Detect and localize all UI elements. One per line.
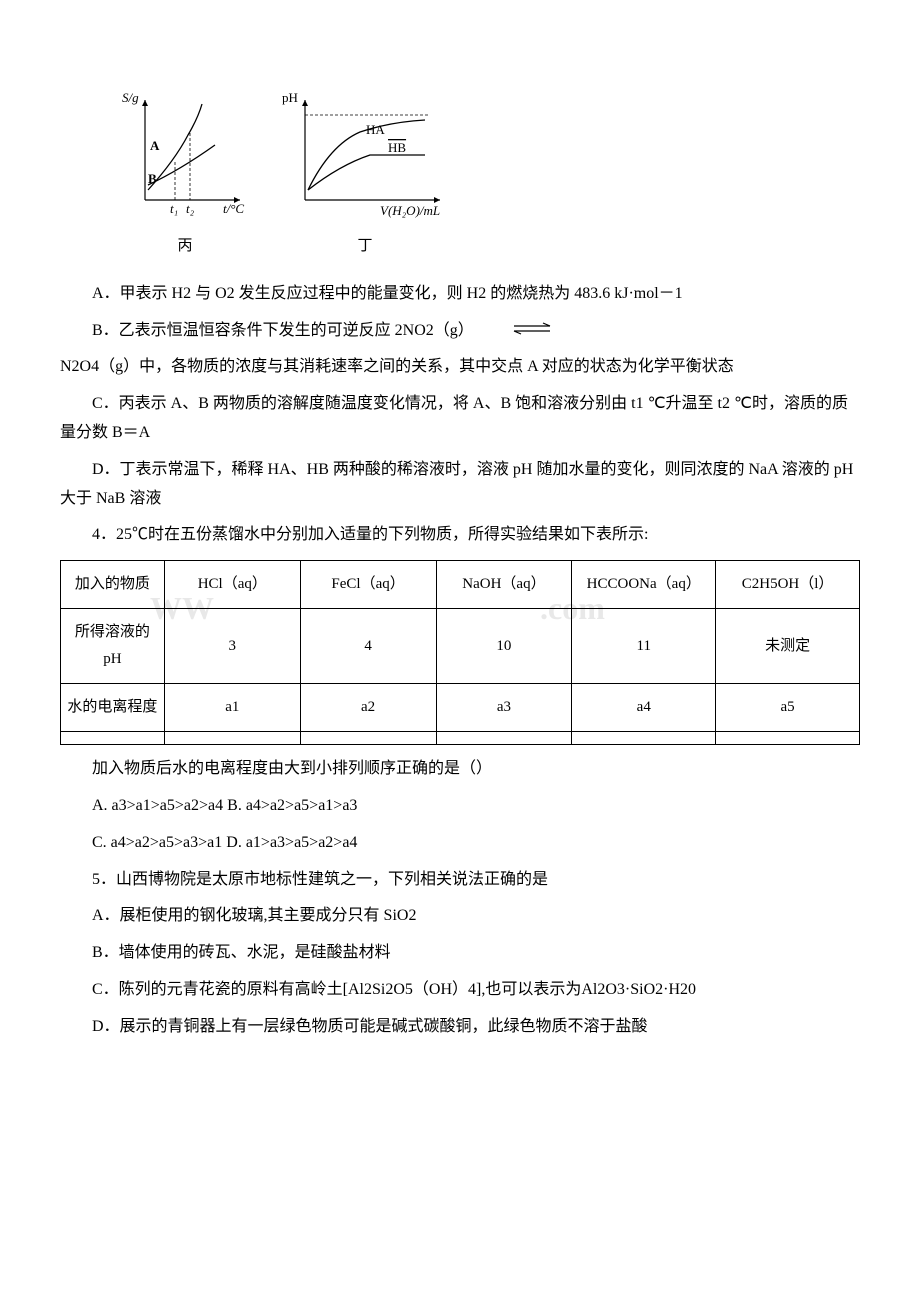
table-cell: a1 xyxy=(164,684,300,732)
option-b-line1: B．乙表示恒温恒容条件下发生的可逆反应 2NO2（g） xyxy=(60,317,860,346)
table-cell: 11 xyxy=(572,609,716,684)
option-a: A．甲表示 H2 与 O2 发生反应过程中的能量变化，则 H2 的燃烧热为 48… xyxy=(60,280,860,309)
chart-c-label-a: A xyxy=(150,138,160,153)
table-header-cell: NaOH（aq） xyxy=(436,561,572,609)
chart-c-t1: t₁ xyxy=(170,201,178,216)
table-row: 所得溶液的 pH 3 4 10 11 未测定 xyxy=(61,609,860,684)
q5-option-d: D．展示的青铜器上有一层绿色物质可能是碱式碳酸铜，此绿色物质不溶于盐酸 xyxy=(60,1013,860,1042)
chart-c-caption: 丙 xyxy=(120,233,250,260)
q4-intro: 4．25℃时在五份蒸馏水中分别加入适量的下列物质，所得实验结果如下表所示: xyxy=(60,521,860,550)
table-header-cell: HCl（aq） xyxy=(164,561,300,609)
chart-d-ylabel: pH xyxy=(282,90,298,105)
table-cell: 未测定 xyxy=(716,609,860,684)
option-c: C．丙表示 A、B 两物质的溶解度随温度变化情况，将 A、B 饱和溶液分别由 t… xyxy=(60,390,860,448)
table-header-row: 加入的物质 HCl（aq） FeCl（aq） NaOH（aq） HCCOONa（… xyxy=(61,561,860,609)
table-header-cell: C2H5OH（l） xyxy=(716,561,860,609)
option-b-line2: N2O4（g）中，各物质的浓度与其消耗速率之间的关系，其中交点 A 对应的状态为… xyxy=(60,353,860,382)
table-header-cell: FeCl（aq） xyxy=(300,561,436,609)
table-cell: a2 xyxy=(300,684,436,732)
chart-c-svg: S/g t/°C A B t₁ t₂ xyxy=(120,90,250,220)
q5-option-c: C．陈列的元青花瓷的原料有高岭土[Al2Si2O5（OH）4],也可以表示为Al… xyxy=(60,976,860,1005)
chart-d-xlabel: V(H₂O)/mL xyxy=(380,203,440,218)
table-empty-row xyxy=(61,732,860,745)
q5-intro: 5．山西博物院是太原市地标性建筑之一，下列相关说法正确的是 xyxy=(60,866,860,895)
table-cell: 3 xyxy=(164,609,300,684)
chart-c: S/g t/°C A B t₁ t₂ 丙 xyxy=(120,90,250,260)
option-b-text1: B．乙表示恒温恒容条件下发生的可逆反应 2NO2（g） xyxy=(92,322,474,339)
q4-option-ab: A. a3>a1>a5>a2>a4 B. a4>a2>a5>a1>a3 xyxy=(60,792,860,821)
q5-option-a: A．展柜使用的钢化玻璃,其主要成分只有 SiO2 xyxy=(60,902,860,931)
table-cell: 所得溶液的 pH xyxy=(61,609,165,684)
chart-d: pH V(H₂O)/mL HA HB 丁 xyxy=(280,90,450,260)
chart-d-label-hb: HB xyxy=(388,140,406,155)
equilibrium-arrow-icon xyxy=(478,317,554,346)
table-cell: 10 xyxy=(436,609,572,684)
q4-prompt: 加入物质后水的电离程度由大到小排列顺序正确的是（） xyxy=(60,755,860,784)
chart-c-ylabel: S/g xyxy=(122,90,139,105)
chart-c-label-b: B xyxy=(148,171,157,186)
chart-d-label-ha: HA xyxy=(366,122,385,137)
chart-d-caption: 丁 xyxy=(280,233,450,260)
chart-c-t2: t₂ xyxy=(186,201,195,216)
option-d: D．丁表示常温下，稀释 HA、HB 两种酸的稀溶液时，溶液 pH 随加水量的变化… xyxy=(60,456,860,514)
data-table: 加入的物质 HCl（aq） FeCl（aq） NaOH（aq） HCCOONa（… xyxy=(60,560,860,745)
table-cell: a3 xyxy=(436,684,572,732)
table-header-cell: 加入的物质 xyxy=(61,561,165,609)
chart-c-xlabel: t/°C xyxy=(223,201,244,216)
table-cell: 4 xyxy=(300,609,436,684)
table-row: 水的电离程度 a1 a2 a3 a4 a5 xyxy=(61,684,860,732)
table-header-cell: HCCOONa（aq） xyxy=(572,561,716,609)
charts-row: S/g t/°C A B t₁ t₂ 丙 pH V(H₂O)/mL HA HB xyxy=(120,90,860,260)
table-cell: 水的电离程度 xyxy=(61,684,165,732)
chart-d-svg: pH V(H₂O)/mL HA HB xyxy=(280,90,450,220)
table-cell: a5 xyxy=(716,684,860,732)
q4-option-cd: C. a4>a2>a5>a3>a1 D. a1>a3>a5>a2>a4 xyxy=(60,829,860,858)
table-cell: a4 xyxy=(572,684,716,732)
q5-option-b: B．墙体使用的砖瓦、水泥，是硅酸盐材料 xyxy=(60,939,860,968)
